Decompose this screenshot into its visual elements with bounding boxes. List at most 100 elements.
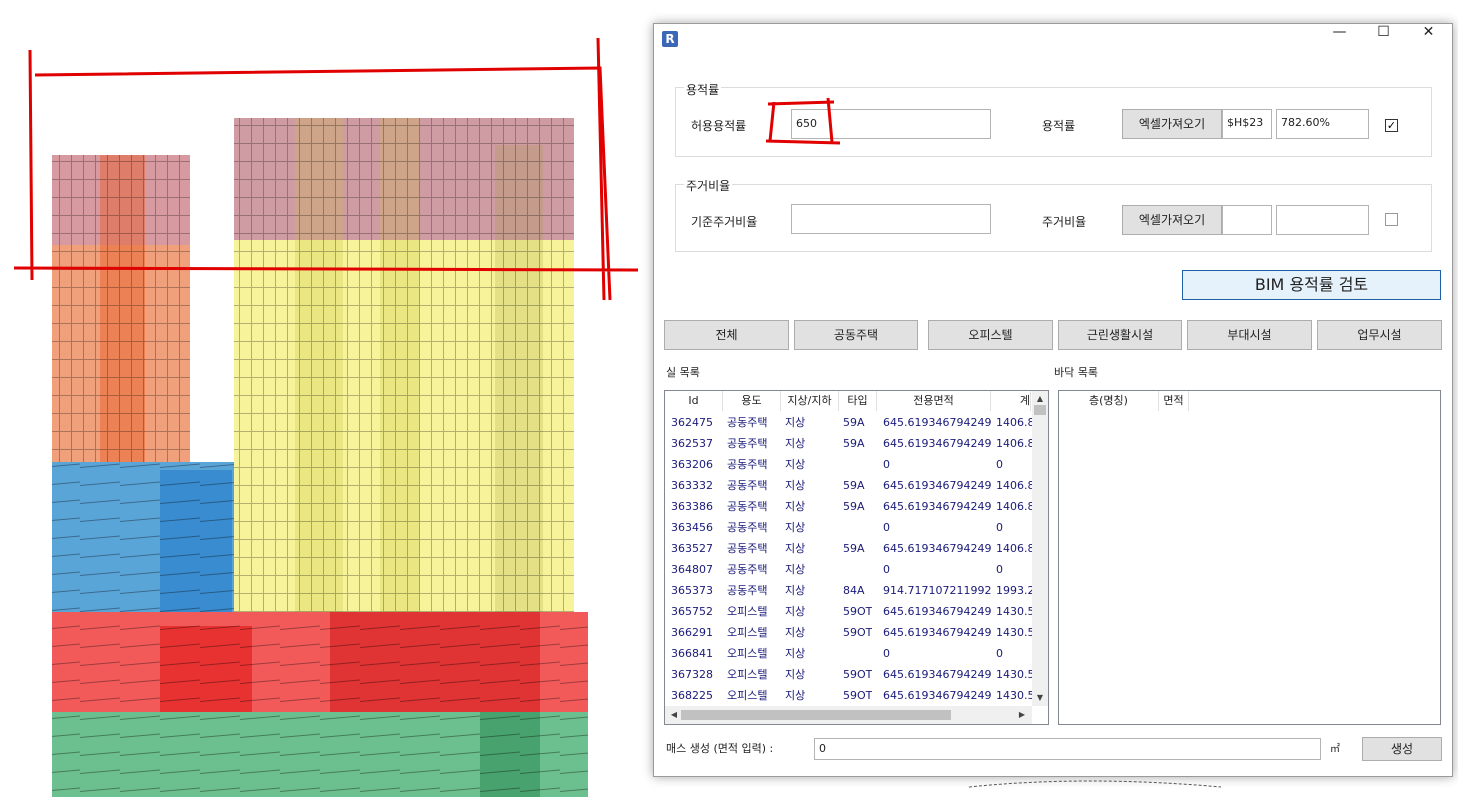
room-cell[interactable]: 365752 <box>671 605 713 618</box>
room-cell[interactable]: 1993.2 <box>996 584 1035 597</box>
bim-far-review-button[interactable]: BIM 용적률 검토 <box>1182 270 1441 300</box>
room-cell[interactable]: 공동주택 <box>727 458 768 471</box>
residential-value-input[interactable] <box>1276 205 1369 235</box>
room-cell[interactable]: 363456 <box>671 521 713 534</box>
generate-mass-button[interactable]: 생성 <box>1362 737 1442 761</box>
room-cell[interactable]: 오피스텔 <box>727 605 768 618</box>
room-cell[interactable]: 공동주택 <box>727 500 768 513</box>
room-cell[interactable]: 1406.8 <box>996 500 1035 513</box>
room-cell[interactable]: 59OT <box>843 605 873 618</box>
mass-area-input[interactable]: 0 <box>814 738 1321 760</box>
room-cell[interactable]: 366291 <box>671 626 713 639</box>
scroll-right-arrow[interactable]: ▶ <box>1018 710 1026 719</box>
room-cell[interactable]: 오피스텔 <box>727 647 768 660</box>
room-cell[interactable]: 59OT <box>843 626 873 639</box>
room-cell[interactable]: 공동주택 <box>727 416 768 429</box>
room-cell[interactable]: 364807 <box>671 563 713 576</box>
vertical-scroll-thumb[interactable] <box>1034 405 1046 415</box>
column-header-type[interactable]: 타입 <box>839 391 877 411</box>
bim-3d-viewport[interactable] <box>0 0 650 797</box>
room-cell[interactable]: 59OT <box>843 668 873 681</box>
allowed-far-input[interactable]: 650 <box>791 109 991 139</box>
room-cell[interactable]: 1406.8 <box>996 542 1035 555</box>
room-cell[interactable]: 지상 <box>785 479 806 492</box>
room-cell[interactable]: 1430.5 <box>996 626 1035 639</box>
room-cell[interactable]: 1430.5 <box>996 689 1035 702</box>
room-cell[interactable]: 362537 <box>671 437 713 450</box>
room-cell[interactable]: 0 <box>883 458 890 471</box>
room-cell[interactable]: 0 <box>883 563 890 576</box>
column-header-use[interactable]: 용도 <box>723 391 781 411</box>
room-cell[interactable]: 59A <box>843 479 865 492</box>
minimize-button[interactable]: — <box>1332 24 1347 40</box>
room-cell[interactable]: 1406.8 <box>996 437 1035 450</box>
room-cell[interactable]: 59A <box>843 500 865 513</box>
room-cell[interactable]: 공동주택 <box>727 584 768 597</box>
maximize-button[interactable]: ☐ <box>1377 24 1390 40</box>
column-header-id[interactable]: Id <box>665 391 723 411</box>
room-cell[interactable]: 363527 <box>671 542 713 555</box>
room-cell[interactable]: 공동주택 <box>727 479 768 492</box>
room-cell[interactable]: 공동주택 <box>727 521 768 534</box>
room-cell[interactable]: 오피스텔 <box>727 668 768 681</box>
room-cell[interactable]: 지상 <box>785 605 806 618</box>
filter-officetel-button[interactable]: 오피스텔 <box>928 320 1053 350</box>
room-cell[interactable]: 59OT <box>843 689 873 702</box>
room-list[interactable]: Id 용도 지상/지하 타입 전용면적 계 362475 공동주택 지상 59A 645… <box>664 390 1049 725</box>
room-cell[interactable]: 1430.5 <box>996 605 1035 618</box>
room-cell[interactable]: 오피스텔 <box>727 689 768 702</box>
room-cell[interactable]: 59A <box>843 416 865 429</box>
close-button[interactable]: ✕ <box>1422 24 1435 40</box>
horizontal-scrollbar[interactable]: ◀ ▶ <box>665 706 1032 724</box>
room-cell[interactable]: 366841 <box>671 647 713 660</box>
room-cell[interactable]: 0 <box>996 458 1003 471</box>
room-cell[interactable]: 645.619346794249 <box>883 416 992 429</box>
room-cell[interactable]: 지상 <box>785 668 806 681</box>
room-cell[interactable]: 645.619346794249 <box>883 668 992 681</box>
room-cell[interactable]: 365373 <box>671 584 713 597</box>
room-cell[interactable]: 지상 <box>785 689 806 702</box>
room-cell[interactable]: 363206 <box>671 458 713 471</box>
filter-neighborhood-facility-button[interactable]: 근린생활시설 <box>1058 320 1182 350</box>
scroll-down-arrow[interactable]: ▼ <box>1036 693 1044 702</box>
room-cell[interactable]: 지상 <box>785 542 806 555</box>
base-residential-ratio-input[interactable] <box>791 204 991 234</box>
vertical-scrollbar[interactable]: ▲ ▼ <box>1032 391 1048 706</box>
room-cell[interactable]: 645.619346794249 <box>883 605 992 618</box>
horizontal-scroll-thumb[interactable] <box>681 710 951 720</box>
room-cell[interactable]: 0 <box>883 521 890 534</box>
scroll-left-arrow[interactable]: ◀ <box>670 710 678 719</box>
filter-ancillary-facility-button[interactable]: 부대시설 <box>1187 320 1312 350</box>
room-cell[interactable]: 59A <box>843 437 865 450</box>
room-cell[interactable]: 645.619346794249 <box>883 689 992 702</box>
room-cell[interactable]: 84A <box>843 584 865 597</box>
scroll-up-arrow[interactable]: ▲ <box>1036 394 1044 403</box>
room-cell[interactable]: 지상 <box>785 437 806 450</box>
filter-business-facility-button[interactable]: 업무시설 <box>1317 320 1442 350</box>
room-cell[interactable]: 1406.8 <box>996 479 1035 492</box>
room-cell[interactable]: 공동주택 <box>727 437 768 450</box>
residential-checkbox[interactable] <box>1385 213 1398 226</box>
room-cell[interactable]: 0 <box>883 647 890 660</box>
room-cell[interactable]: 363332 <box>671 479 713 492</box>
room-cell[interactable]: 지상 <box>785 416 806 429</box>
far-cell-ref-input[interactable]: $H$23 <box>1222 109 1272 139</box>
residential-excel-import-button[interactable]: 엑셀가져오기 <box>1122 205 1222 235</box>
room-cell[interactable]: 367328 <box>671 668 713 681</box>
column-header-exclusive-area[interactable]: 전용면적 <box>877 391 991 411</box>
room-cell[interactable]: 368225 <box>671 689 713 702</box>
far-value-input[interactable]: 782.60% <box>1276 109 1369 139</box>
room-cell[interactable]: 914.717107211992 <box>883 584 992 597</box>
far-checkbox[interactable]: ✓ <box>1385 119 1398 132</box>
room-cell[interactable]: 362475 <box>671 416 713 429</box>
room-cell[interactable]: 645.619346794249 <box>883 626 992 639</box>
room-cell[interactable]: 645.619346794249 <box>883 437 992 450</box>
column-header-floor-name[interactable]: 층(명칭) <box>1059 391 1159 411</box>
room-cell[interactable]: 0 <box>996 647 1003 660</box>
room-cell[interactable]: 59A <box>843 542 865 555</box>
column-header-area[interactable]: 면적 <box>1159 391 1189 411</box>
room-cell[interactable]: 0 <box>996 521 1003 534</box>
column-header-floor-level[interactable]: 지상/지하 <box>781 391 839 411</box>
filter-apartment-button[interactable]: 공동주택 <box>794 320 918 350</box>
filter-all-button[interactable]: 전체 <box>664 320 789 350</box>
